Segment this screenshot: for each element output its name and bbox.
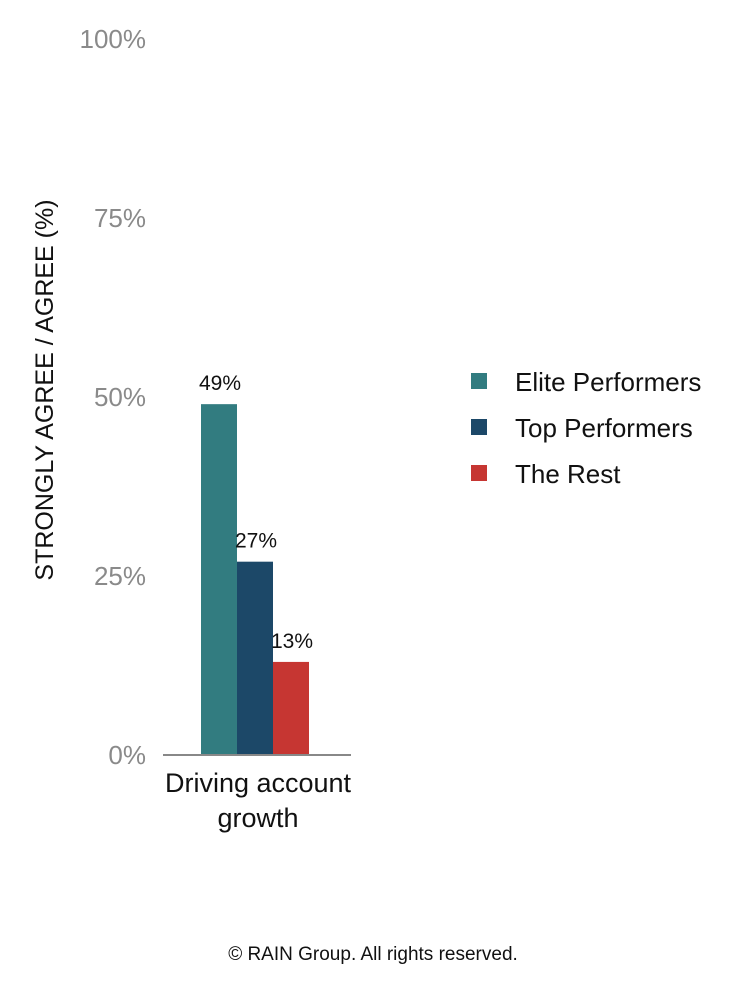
legend-swatch [471,465,487,481]
data-label: 13% [271,630,313,653]
legend: Elite Performers Top Performers The Rest [471,367,701,489]
copyright-footer: © RAIN Group. All rights reserved. [228,944,518,965]
bars [201,404,309,755]
data-labels: 49% 27% 13% [199,372,313,653]
bar-top-performers [237,561,273,755]
data-label: 49% [199,372,241,395]
bar-the-rest [273,661,309,755]
data-label: 27% [235,530,277,553]
legend-label: The Rest [515,459,621,489]
y-tick-label: 25% [94,561,146,591]
category-label: Driving account [165,768,352,798]
y-tick-label: 75% [94,203,146,233]
bar-elite-performers [201,404,237,755]
legend-swatch [471,419,487,435]
y-tick-label: 100% [80,24,147,54]
y-axis-ticks: 0% 25% 50% 75% 100% [80,24,147,770]
legend-label: Top Performers [515,413,693,443]
legend-label: Elite Performers [515,367,701,397]
category-labels: Driving account growth [165,768,352,833]
y-tick-label: 50% [94,382,146,412]
y-axis-label: STRONGLY AGREE / AGREE (%) [31,199,59,580]
legend-swatch [471,373,487,389]
y-tick-label: 0% [108,740,146,770]
category-label: growth [217,803,298,833]
